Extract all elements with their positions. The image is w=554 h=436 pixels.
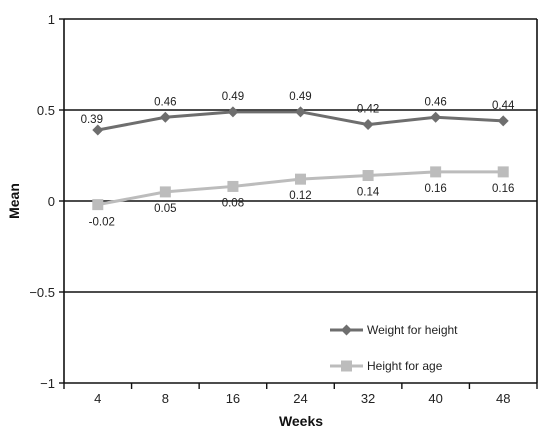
x-tick-label: 48 <box>496 391 510 406</box>
data-label: 0.16 <box>492 183 514 195</box>
y-tick-label: 1 <box>48 12 55 27</box>
data-label: 0.46 <box>424 96 446 108</box>
legend-label: Weight for height <box>367 323 458 337</box>
data-label: 0.12 <box>289 190 311 202</box>
data-point <box>159 111 171 123</box>
x-axis-title: Weeks <box>279 413 323 429</box>
data-point <box>497 115 509 127</box>
series <box>92 106 509 211</box>
x-tick-label: 24 <box>293 391 307 406</box>
legend-marker <box>341 360 352 372</box>
data-point <box>227 180 239 192</box>
data-label: 0.49 <box>289 91 311 103</box>
legend: Weight for height Height for age <box>330 323 458 373</box>
x-tick-label: 8 <box>162 391 169 406</box>
y-axis-title: Mean <box>6 183 22 219</box>
data-point <box>362 170 374 182</box>
data-point <box>295 106 306 118</box>
data-label: 0.05 <box>154 203 176 215</box>
data-label: 0.49 <box>222 91 244 103</box>
data-point <box>430 111 442 123</box>
data-labels: 0.39 0.46 0.49 0.49 0.42 0.46 0.44 -0.02 0.05 0.0… <box>81 91 515 229</box>
legend-label: Height for age <box>367 359 443 373</box>
data-label: 0.14 <box>357 187 380 199</box>
data-label: 0.39 <box>81 114 103 126</box>
y-tick-label: 0 <box>48 194 55 209</box>
data-point <box>92 199 104 211</box>
y-tick-label: −0.5 <box>29 285 55 300</box>
data-label: 0.16 <box>424 183 446 195</box>
x-tick-label: 32 <box>361 391 375 406</box>
data-label: -0.02 <box>89 217 115 229</box>
data-point <box>430 166 442 178</box>
data-label: 0.08 <box>222 197 244 209</box>
data-point <box>227 106 239 118</box>
y-tick-label: −1 <box>40 376 55 391</box>
x-tick-label: 40 <box>428 391 442 406</box>
x-tick-label: 4 <box>94 391 101 406</box>
data-label: 0.46 <box>154 96 176 108</box>
data-point <box>295 173 306 185</box>
data-label: 0.42 <box>357 104 379 116</box>
y-tick-label: 0.5 <box>37 103 55 118</box>
data-point <box>362 119 374 131</box>
x-tick-label: 16 <box>226 391 240 406</box>
axes: 10.50−0.5−14 8 16 24 32 40 48 <box>29 12 538 406</box>
data-label: 0.44 <box>492 100 515 112</box>
data-point <box>159 186 171 198</box>
data-point <box>92 124 104 136</box>
data-point <box>497 166 509 178</box>
legend-marker <box>341 324 352 336</box>
